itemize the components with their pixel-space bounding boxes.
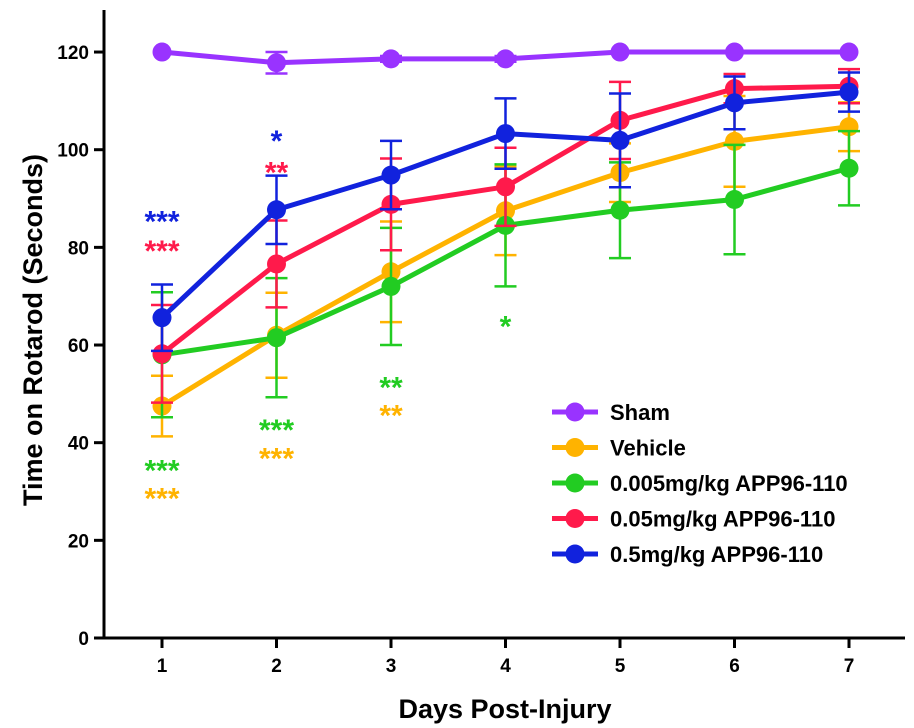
data-point: [267, 328, 286, 348]
axes: 0 20 40 60 80 100 120 1 2 3 4 5 6 7: [57, 10, 905, 677]
data-point: [381, 165, 401, 185]
data-point: [152, 42, 172, 62]
legend-swatch-marker: [565, 509, 585, 528]
data-point: [267, 200, 286, 220]
significance-marker: **: [379, 399, 403, 432]
significance-marker: *: [500, 310, 512, 343]
series-layer: [151, 42, 860, 438]
legend-label: 0.05mg/kg APP96-110: [610, 507, 835, 532]
data-point: [725, 93, 744, 113]
x-axis-title: Days Post-Injury: [398, 694, 611, 724]
significance-marker: ***: [144, 206, 179, 239]
data-point: [725, 42, 744, 62]
y-tick-label: 0: [78, 629, 89, 650]
x-tick-label: 5: [615, 656, 626, 677]
data-point: [839, 158, 859, 178]
data-point: [267, 53, 286, 73]
legend-item: 0.005mg/kg APP96-110: [552, 471, 848, 496]
legend-swatch-marker: [565, 402, 585, 422]
x-tick-label: 3: [386, 656, 397, 677]
data-point: [610, 130, 630, 150]
x-tick-label: 4: [500, 656, 511, 677]
legend: Sham Vehicle 0.005mg/kg APP96-110 0.05mg/kg…: [552, 400, 848, 567]
y-tick-label: 120: [57, 43, 89, 64]
x-tick-label: 6: [729, 656, 740, 677]
y-tick-label: 80: [68, 238, 89, 259]
data-point: [152, 308, 172, 328]
legend-swatch-marker: [565, 544, 585, 564]
legend-label: Vehicle: [610, 436, 686, 461]
data-point: [152, 344, 172, 364]
y-axis-title: Time on Rotarod (Seconds): [18, 154, 48, 506]
legend-item: 0.05mg/kg APP96-110: [552, 507, 835, 532]
legend-item: 0.5mg/kg APP96-110: [552, 542, 823, 567]
data-point: [725, 190, 744, 210]
y-tick-label: 20: [68, 531, 89, 552]
legend-label: 0.5mg/kg APP96-110: [610, 542, 823, 567]
y-tick-label: 100: [57, 141, 89, 162]
y-tick-label: 40: [68, 434, 89, 455]
x-tick-label: 1: [157, 656, 168, 677]
data-point: [610, 42, 630, 62]
data-point: [839, 82, 859, 102]
data-point: [725, 131, 744, 151]
series-0: [152, 42, 859, 75]
series-4: [151, 71, 860, 353]
data-point: [496, 124, 515, 144]
x-tick-label: 7: [844, 656, 855, 677]
data-point: [610, 200, 630, 220]
significance-marker: ***: [144, 482, 179, 515]
data-point: [496, 49, 515, 69]
legend-label: Sham: [610, 400, 670, 425]
data-point: [839, 42, 859, 62]
data-point: [381, 276, 401, 296]
y-tick-label: 60: [68, 336, 89, 357]
significance-marker: **: [265, 157, 289, 190]
significance-marker: **: [379, 372, 403, 405]
data-point: [381, 49, 401, 69]
legend-item: Vehicle: [552, 436, 686, 461]
legend-swatch-marker: [565, 438, 585, 457]
significance-marker: ***: [144, 235, 179, 268]
significance-marker: ***: [259, 442, 294, 475]
legend-label: 0.005mg/kg APP96-110: [610, 471, 848, 496]
data-point: [267, 254, 286, 274]
legend-swatch-marker: [565, 473, 585, 493]
significance-annotations: **************************: [144, 125, 511, 515]
significance-marker: *: [271, 125, 283, 158]
data-point: [496, 177, 515, 197]
legend-item: Sham: [552, 400, 670, 425]
x-tick-label: 2: [271, 656, 282, 677]
significance-marker: ***: [259, 414, 294, 447]
significance-marker: ***: [144, 455, 179, 488]
